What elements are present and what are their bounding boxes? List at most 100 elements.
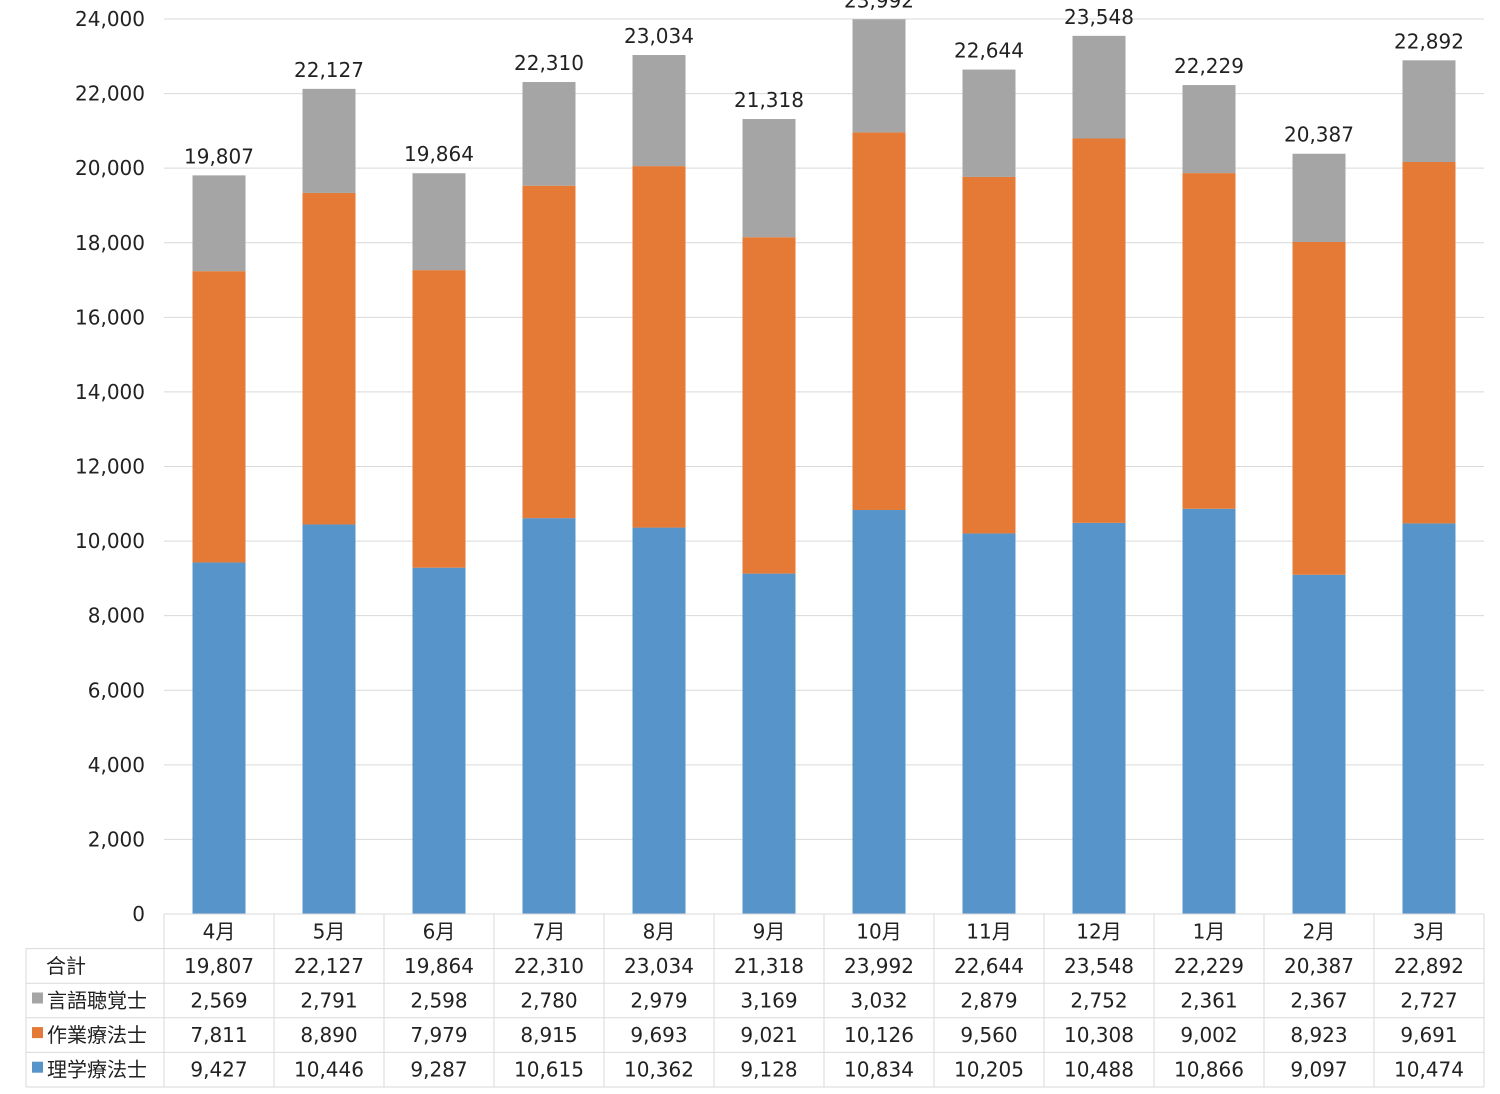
table-cell-value: 19,807	[184, 954, 254, 978]
table-cell-value: 9,287	[410, 1058, 467, 1082]
table-cell-value: 22,892	[1394, 954, 1464, 978]
table-cell-value: 9,097	[1290, 1058, 1347, 1082]
table-cell-value: 10,308	[1064, 1023, 1134, 1047]
bar-segment	[852, 132, 906, 510]
bar-segment	[302, 524, 356, 914]
y-tick-label: 20,000	[75, 156, 145, 180]
bar-segment	[742, 573, 796, 914]
bar-segment	[1402, 162, 1456, 524]
table-cell-value: 2,598	[410, 989, 467, 1013]
table-cell-value: 9,691	[1400, 1023, 1457, 1047]
bar-segment	[852, 19, 906, 133]
table-cell-value: 9,427	[190, 1058, 247, 1082]
y-tick-label: 8,000	[88, 604, 145, 628]
total-data-label: 19,807	[184, 144, 254, 168]
y-tick-label: 14,000	[75, 380, 145, 404]
table-cell-value: 10,126	[844, 1023, 914, 1047]
gridlines	[164, 18, 1484, 840]
x-category-label: 12月	[1076, 919, 1121, 943]
legend-key	[32, 1027, 43, 1039]
bar-segment	[962, 69, 1016, 177]
y-tick-label: 4,000	[88, 753, 145, 777]
table-cell-value: 20,387	[1284, 954, 1354, 978]
table-cell-value: 9,021	[740, 1023, 797, 1047]
table-cell-value: 23,034	[624, 954, 694, 978]
table-cell-value: 3,032	[850, 989, 907, 1013]
y-tick-label: 2,000	[88, 827, 145, 851]
y-tick-label: 24,000	[75, 7, 145, 31]
bar-segment	[1402, 60, 1456, 163]
table-cell-value: 2,979	[630, 989, 687, 1013]
table-cell-value: 2,367	[1290, 989, 1347, 1013]
bar-segment	[522, 82, 576, 186]
bar-segment	[302, 192, 356, 525]
legend-key	[32, 1061, 43, 1073]
table-cell-value: 2,727	[1400, 989, 1457, 1013]
table-cell-value: 9,560	[960, 1023, 1017, 1047]
x-category-label: 7月	[533, 919, 566, 943]
legend-key	[32, 992, 43, 1004]
bar-segment	[412, 270, 466, 568]
table-cell-value: 10,488	[1064, 1058, 1134, 1082]
legend-label: 理学療法士	[47, 1058, 147, 1082]
bar-segment	[632, 166, 686, 528]
table-cell-value: 10,205	[954, 1058, 1024, 1082]
y-tick-label: 10,000	[75, 529, 145, 553]
total-data-label: 20,387	[1284, 123, 1354, 147]
table-cell-value: 2,780	[520, 989, 577, 1013]
table-cell-value: 22,310	[514, 954, 584, 978]
x-category-label: 11月	[966, 919, 1011, 943]
y-tick-label: 16,000	[75, 305, 145, 329]
table-cell-value: 2,879	[960, 989, 1017, 1013]
total-data-label: 23,548	[1064, 5, 1134, 29]
bar-segment	[1072, 35, 1126, 139]
table-cell-value: 8,890	[300, 1023, 357, 1047]
table-cell-value: 10,834	[844, 1058, 914, 1082]
y-tick-label: 6,000	[88, 678, 145, 702]
bar-segment	[1402, 523, 1456, 914]
table-cell-value: 10,615	[514, 1058, 584, 1082]
total-data-label: 23,034	[624, 24, 694, 48]
bar-segment	[1072, 138, 1126, 523]
table-cell-value: 10,866	[1174, 1058, 1244, 1082]
table-cell-value: 9,128	[740, 1058, 797, 1082]
table-cell-value: 10,446	[294, 1058, 364, 1082]
y-tick-label: 22,000	[75, 82, 145, 106]
bar-segment	[1292, 242, 1346, 575]
x-category-label: 6月	[423, 919, 456, 943]
bar-segment	[962, 533, 1016, 914]
table-cell-value: 2,569	[190, 989, 247, 1013]
total-data-label: 23,992	[844, 0, 914, 12]
table-cell-value: 22,644	[954, 954, 1024, 978]
table-cell-value: 22,127	[294, 954, 364, 978]
x-category-label: 1月	[1193, 919, 1226, 943]
bar-segment	[632, 55, 686, 167]
total-data-label: 22,310	[514, 51, 584, 75]
table-cell-value: 19,864	[404, 954, 474, 978]
table-cell-value: 22,229	[1174, 954, 1244, 978]
table-total-header: 合計	[46, 954, 86, 978]
bar-segment	[1182, 85, 1236, 174]
table-cell-value: 2,361	[1180, 989, 1237, 1013]
total-data-label: 22,127	[294, 58, 364, 82]
table-cell-value: 2,752	[1070, 989, 1127, 1013]
bar-segment	[192, 271, 246, 563]
table-cell-value: 9,693	[630, 1023, 687, 1047]
legend-label: 作業療法士	[47, 1023, 147, 1047]
bar-segment	[742, 119, 796, 238]
x-category-label: 5月	[313, 919, 346, 943]
table-cell-value: 9,002	[1180, 1023, 1237, 1047]
bar-segment	[1072, 522, 1126, 914]
table-cell-value: 7,811	[190, 1023, 247, 1047]
bar-segment	[1182, 173, 1236, 509]
bar-segment	[522, 518, 576, 914]
total-data-label: 19,864	[404, 142, 474, 166]
table-cell-value: 8,915	[520, 1023, 577, 1047]
x-category-label: 9月	[753, 919, 786, 943]
legend-label: 言語聴覚士	[47, 989, 147, 1013]
total-data-label: 21,318	[734, 88, 804, 112]
total-data-label: 22,892	[1394, 29, 1464, 53]
bar-segment	[302, 88, 356, 193]
